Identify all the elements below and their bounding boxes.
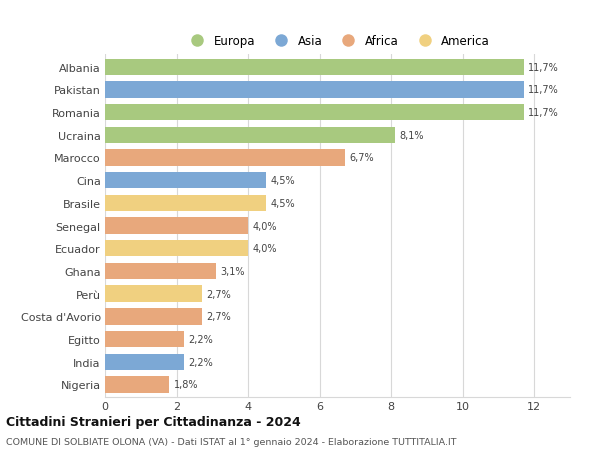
Bar bbox=[105, 218, 248, 234]
Text: 11,7%: 11,7% bbox=[528, 108, 559, 118]
Bar bbox=[105, 376, 169, 393]
Text: 4,0%: 4,0% bbox=[253, 244, 277, 254]
Text: 11,7%: 11,7% bbox=[528, 62, 559, 73]
Text: 4,5%: 4,5% bbox=[270, 198, 295, 208]
Text: 3,1%: 3,1% bbox=[220, 266, 245, 276]
Text: 2,7%: 2,7% bbox=[206, 289, 230, 299]
Bar bbox=[105, 127, 395, 144]
Text: 2,2%: 2,2% bbox=[188, 334, 213, 344]
Text: 6,7%: 6,7% bbox=[349, 153, 374, 163]
Bar bbox=[105, 354, 184, 370]
Text: COMUNE DI SOLBIATE OLONA (VA) - Dati ISTAT al 1° gennaio 2024 - Elaborazione TUT: COMUNE DI SOLBIATE OLONA (VA) - Dati IST… bbox=[6, 437, 457, 446]
Text: 2,7%: 2,7% bbox=[206, 312, 230, 322]
Bar bbox=[105, 173, 266, 189]
Legend: Europa, Asia, Africa, America: Europa, Asia, Africa, America bbox=[181, 30, 494, 53]
Text: 11,7%: 11,7% bbox=[528, 85, 559, 95]
Bar bbox=[105, 195, 266, 212]
Text: Cittadini Stranieri per Cittadinanza - 2024: Cittadini Stranieri per Cittadinanza - 2… bbox=[6, 415, 301, 428]
Text: 2,2%: 2,2% bbox=[188, 357, 213, 367]
Bar bbox=[105, 150, 344, 166]
Bar bbox=[105, 82, 523, 98]
Text: 4,0%: 4,0% bbox=[253, 221, 277, 231]
Bar bbox=[105, 105, 523, 121]
Bar bbox=[105, 286, 202, 302]
Bar bbox=[105, 263, 216, 280]
Text: 4,5%: 4,5% bbox=[270, 176, 295, 186]
Bar bbox=[105, 59, 523, 76]
Bar bbox=[105, 331, 184, 347]
Bar bbox=[105, 308, 202, 325]
Text: 8,1%: 8,1% bbox=[399, 130, 424, 140]
Text: 1,8%: 1,8% bbox=[173, 380, 198, 390]
Bar bbox=[105, 241, 248, 257]
